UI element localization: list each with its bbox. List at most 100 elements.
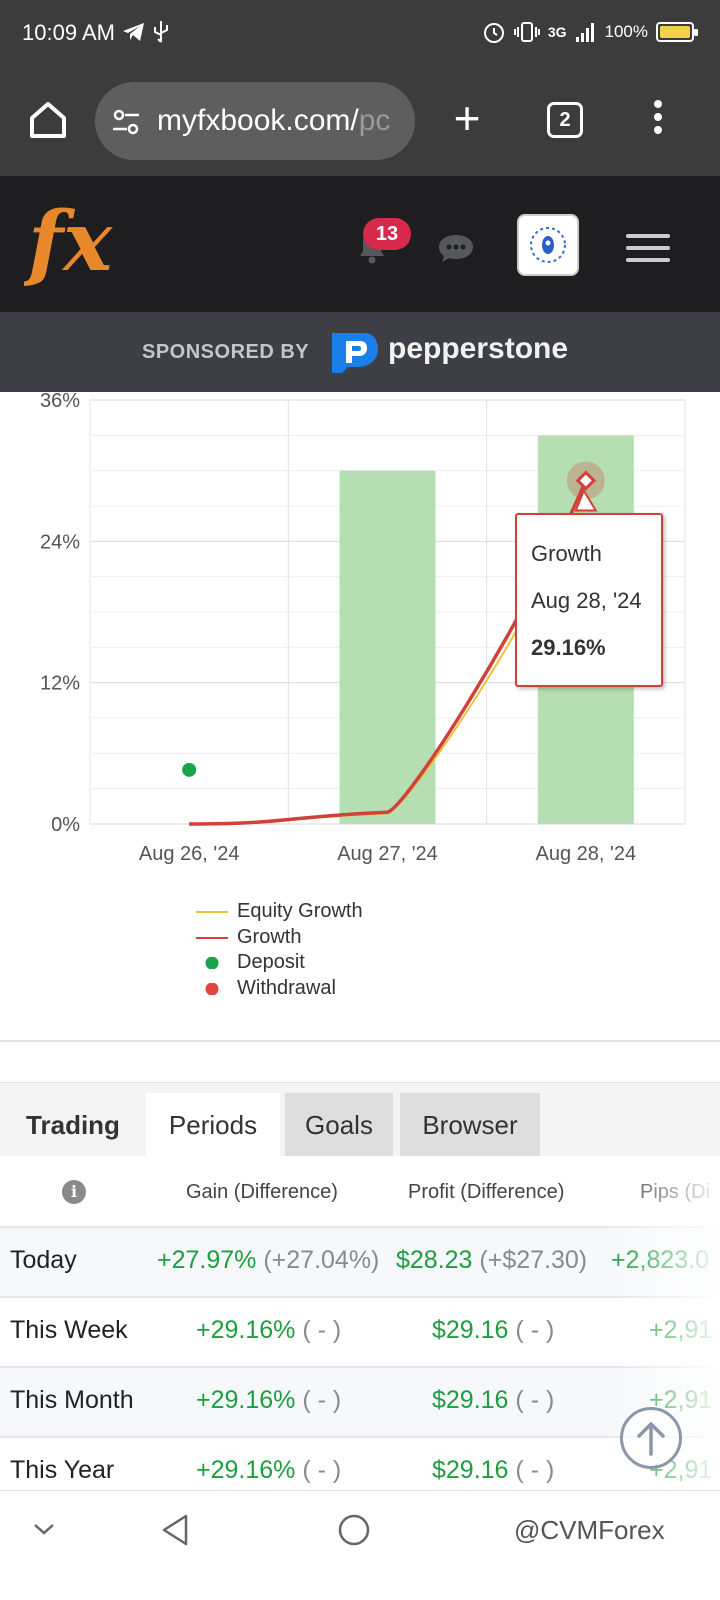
site-settings-icon[interactable] [111, 108, 141, 136]
header-gain: Gain (Difference) [186, 1181, 338, 1203]
profit-cell: $28.23 (+$27.30) [396, 1246, 587, 1275]
tab-periods[interactable]: Periods [146, 1093, 280, 1157]
home-icon[interactable] [26, 98, 70, 142]
new-tab-icon[interactable]: + [453, 92, 481, 144]
x-tick-label: Aug 27, '24 [337, 843, 438, 865]
gain-diff: (+27.04%) [263, 1246, 380, 1274]
section-divider [0, 1040, 720, 1042]
legend-label: Deposit [237, 951, 305, 973]
gain-cell: +29.16% ( - ) [196, 1386, 341, 1415]
chart-bar [339, 470, 436, 824]
pips-value: +2,91 [649, 1316, 713, 1344]
legend-label: Growth [237, 925, 302, 948]
legend-dot-symbol [205, 982, 219, 995]
sponsor-brand: pepperstone [388, 332, 569, 365]
gain-cell: +27.97% (+27.04%) [157, 1246, 379, 1275]
profit-cell: $29.16 ( - ) [432, 1316, 554, 1345]
url-text[interactable]: myfxbook.com/pc [157, 104, 390, 138]
vibrate-icon [513, 22, 540, 42]
user-avatar[interactable] [517, 214, 579, 276]
table-row: This Year +29.16% ( - ) $29.16 ( - ) +2,… [0, 1438, 720, 1490]
tab-trading[interactable]: Trading [26, 1110, 120, 1140]
battery-percent: 100% [604, 22, 648, 41]
info-icon[interactable]: i [62, 1180, 86, 1204]
header-pips: Pips (Di [640, 1181, 711, 1203]
sponsor-banner[interactable]: SPONSORED BY pepperstone [0, 312, 720, 392]
status-left-icons [122, 18, 170, 44]
profit-cell: $29.16 ( - ) [432, 1456, 554, 1485]
tooltip-series: Growth [531, 541, 602, 566]
browser-menu-icon[interactable] [650, 100, 666, 140]
gain-diff: ( - ) [302, 1386, 342, 1414]
table-header: i Gain (Difference) Profit (Difference) … [0, 1156, 720, 1228]
profit-value: $29.16 [432, 1316, 509, 1344]
y-tick-label: 36% [40, 392, 80, 412]
profit-diff: ( - ) [515, 1456, 555, 1484]
y-tick-label: 0% [51, 814, 80, 836]
alarm-icon [483, 23, 504, 43]
gain-value: +29.16% [196, 1316, 296, 1344]
y-tick-label: 12% [40, 673, 80, 695]
tab-browser[interactable]: Browser [400, 1093, 540, 1157]
url-tail: pc [358, 104, 391, 137]
gain-value: +29.16% [196, 1456, 296, 1484]
gain-diff: ( - ) [302, 1316, 342, 1344]
site-menu-icon[interactable] [626, 234, 670, 262]
tab-goals[interactable]: Goals [285, 1093, 393, 1157]
pips-value: +2,823.0 [611, 1246, 710, 1274]
profit-diff: ( - ) [515, 1386, 555, 1414]
legend-dot-symbol [205, 957, 219, 969]
legend-line-symbol [196, 911, 228, 913]
system-nav-bar: @CVMForex [0, 1490, 720, 1600]
header-profit: Profit (Difference) [408, 1181, 565, 1203]
legend-label: Withdrawal [237, 976, 336, 999]
scroll-to-top-button[interactable] [620, 1407, 682, 1469]
pepperstone-logo-icon [332, 333, 378, 373]
watermark: @CVMForex [514, 1515, 665, 1545]
gain-diff: ( - ) [302, 1456, 342, 1484]
periods-table: i Gain (Difference) Profit (Difference) … [0, 1156, 720, 1490]
tooltip-pointer [574, 488, 598, 512]
browser-toolbar: myfxbook.com/pc + 2 [0, 70, 720, 176]
profit-diff: (+$27.30) [479, 1246, 588, 1274]
y-tick-label: 24% [40, 531, 80, 553]
chart-tooltip: Growth Aug 28, '24 29.16% [515, 513, 663, 687]
sponsor-label: SPONSORED BY [142, 341, 310, 363]
back-icon[interactable] [160, 1513, 190, 1547]
deposit-marker [182, 762, 197, 777]
period-label: This Month [10, 1386, 134, 1414]
period-label: This Week [10, 1316, 128, 1344]
legend-label: Equity Growth [237, 900, 363, 922]
hover-point-marker [575, 470, 596, 491]
tooltip-value: 29.16% [531, 635, 606, 660]
chevron-down-icon[interactable] [32, 1521, 56, 1537]
profit-diff: ( - ) [515, 1316, 555, 1344]
x-tick-label: Aug 26, '24 [139, 843, 240, 865]
signal-icon [575, 23, 594, 42]
tab-switcher-button[interactable]: 2 [547, 102, 583, 138]
tooltip-date: Aug 28, '24 [531, 588, 642, 613]
battery-icon [656, 22, 698, 42]
myfxbook-logo[interactable]: fx [24, 192, 124, 292]
profit-value: $29.16 [432, 1456, 509, 1484]
usb-icon [154, 21, 169, 43]
network-type: 3G [547, 24, 567, 40]
avatar-image [530, 227, 566, 263]
url-main: myfxbook.com/ [157, 104, 359, 137]
gain-cell: +29.16% ( - ) [196, 1456, 341, 1485]
table-row: This Month +29.16% ( - ) $29.16 ( - ) +2… [0, 1368, 720, 1438]
status-bar: 10:09 AM 3G 100% [0, 0, 720, 70]
x-tick-label: Aug 28, '24 [536, 843, 637, 865]
profit-cell: $29.16 ( - ) [432, 1386, 554, 1415]
notification-count-badge[interactable]: 13 [363, 218, 411, 250]
growth-chart: 36% 24% 12% 0% Aug 26, '24 Aug 27, '24 Aug 28,… [0, 392, 720, 1042]
gain-value: +29.16% [196, 1386, 296, 1414]
gain-value: +27.97% [157, 1246, 257, 1274]
profit-value: $29.16 [432, 1386, 509, 1414]
address-bar[interactable]: myfxbook.com/pc [95, 82, 415, 160]
home-circle-icon[interactable] [337, 1513, 371, 1547]
period-label: This Year [10, 1456, 115, 1484]
status-time: 10:09 AM [22, 20, 115, 45]
messages-icon[interactable] [437, 232, 475, 264]
status-right: 3G 100% [482, 20, 698, 44]
